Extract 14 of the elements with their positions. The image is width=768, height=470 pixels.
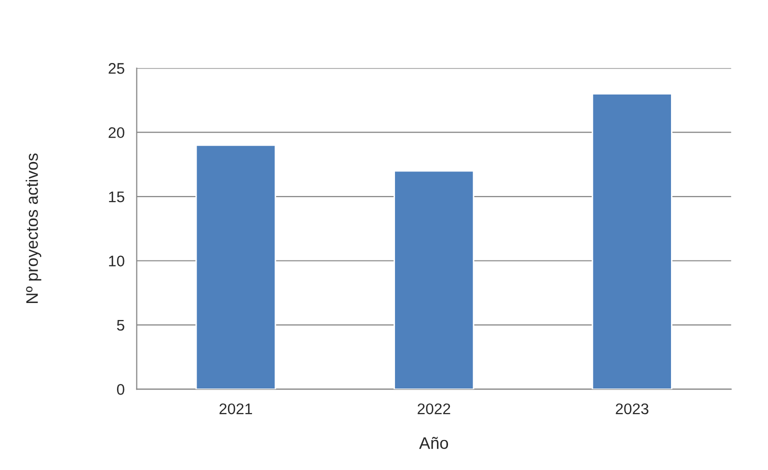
bar	[592, 93, 672, 390]
y-tick-label: 25	[108, 63, 124, 74]
y-tick-label: 0	[117, 384, 124, 395]
x-axis-title: Año	[419, 436, 448, 449]
y-tick-label: 5	[117, 320, 124, 331]
y-tick-label: 10	[109, 256, 124, 266]
y-axis-title: Nº proyectos activos	[26, 153, 42, 304]
x-tick-label: 2021	[220, 403, 252, 414]
bar	[394, 170, 474, 390]
y-tick-label: 20	[108, 127, 124, 138]
x-tick-label: 2023	[616, 403, 648, 414]
x-tick-label: 2022	[418, 403, 450, 414]
bar	[195, 144, 276, 390]
y-tick-label: 15	[109, 192, 124, 202]
